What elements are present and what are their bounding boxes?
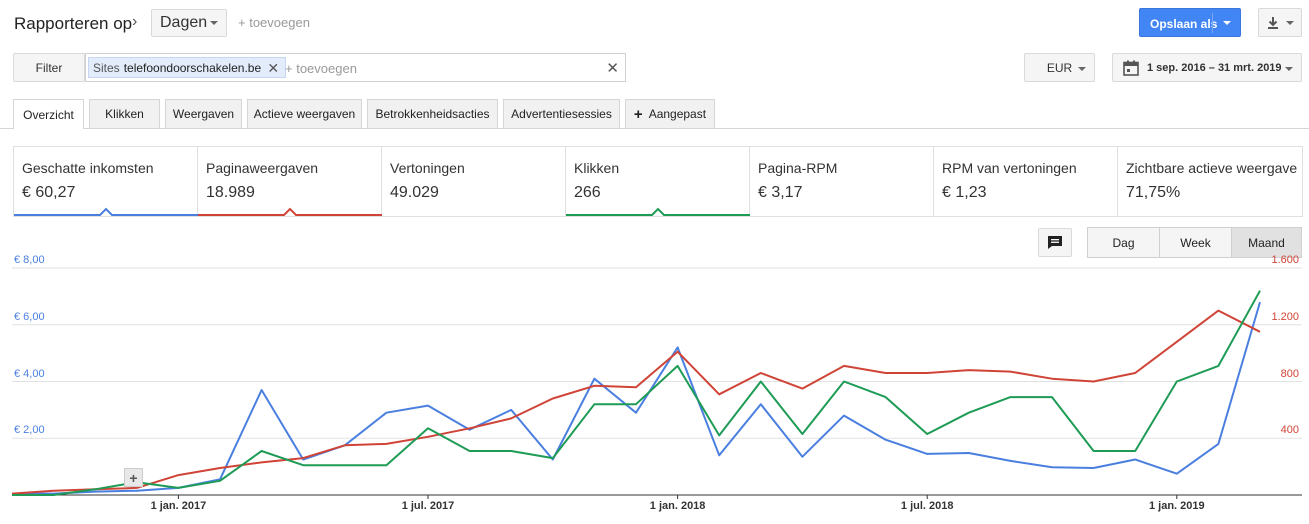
- tab-aangepast-label: Aangepast: [648, 107, 707, 121]
- y-right-tick: 400: [1280, 424, 1299, 437]
- metric-value: 266: [574, 184, 601, 201]
- download-icon: [1268, 16, 1278, 29]
- metric-value: 49.029: [390, 184, 439, 201]
- metric-label: Pagina-RPM: [758, 160, 838, 176]
- series-line-clicks: [12, 290, 1261, 496]
- series-line-pageviews: [11, 309, 1261, 495]
- metric-geschatte-inkomsten[interactable]: Geschatte inkomsten € 60,27: [14, 147, 198, 216]
- filter-chip-value: telefoondoorschakelen.be: [123, 60, 262, 75]
- date-range-label: 1 sep. 2016 – 31 mrt. 2019: [1147, 61, 1282, 74]
- metric-value: 71,75%: [1126, 184, 1181, 201]
- metric-label: Klikken: [574, 160, 620, 176]
- metric-paginaweergaven[interactable]: Paginaweergaven 18.989: [198, 147, 382, 216]
- y-left-tick: € 4,00: [14, 367, 45, 380]
- y-right-tick: 800: [1280, 367, 1299, 380]
- filter-button[interactable]: Filter: [13, 53, 85, 82]
- add-annotation-marker[interactable]: +: [124, 468, 143, 487]
- metric-rpm-vertoningen[interactable]: RPM van vertoningen € 1,23: [934, 147, 1118, 216]
- metric-value: 18.989: [206, 184, 255, 201]
- y-left-tick: € 8,00: [14, 254, 45, 266]
- currency-dropdown[interactable]: EUR: [1024, 53, 1095, 82]
- dimension-dropdown[interactable]: Dagen: [151, 9, 227, 37]
- metric-label: Zichtbare actieve weergave: [1126, 160, 1298, 176]
- filter-chip: Sites telefoondoorschakelen.be ✕: [88, 57, 287, 78]
- metric-vertoningen[interactable]: Vertoningen 49.029: [382, 147, 566, 216]
- dimension-label: Dagen: [160, 14, 208, 31]
- tab-overzicht[interactable]: Overzicht: [13, 99, 84, 129]
- report-title: Rapporteren op: [14, 14, 133, 33]
- chevron-down-icon: [1223, 21, 1231, 25]
- x-axis-tick: 1 jul. 2018: [900, 500, 954, 512]
- metric-pagina-rpm[interactable]: Pagina-RPM € 3,17: [750, 147, 934, 216]
- tab-actieve-weergaven[interactable]: Actieve weergaven: [247, 99, 362, 128]
- annotation-button[interactable]: [1038, 228, 1072, 257]
- x-axis-tick: 1 jul. 2017: [401, 500, 455, 512]
- add-dimension-link[interactable]: + toevoegen: [238, 15, 310, 30]
- metric-indicator: [198, 207, 382, 216]
- y-left-tick: € 6,00: [14, 310, 45, 323]
- clear-filter-icon[interactable]: ✕: [606, 60, 619, 77]
- y-right-tick: 1.200: [1271, 310, 1299, 323]
- save-as-button[interactable]: Opslaan als: [1139, 8, 1241, 37]
- chevron-down-icon: [1285, 67, 1293, 71]
- tab-weergaven[interactable]: Weergaven: [165, 99, 242, 128]
- calendar-icon: [1123, 60, 1139, 76]
- tab-betrokkenheidsacties[interactable]: Betrokkenheidsacties: [367, 99, 498, 128]
- chevron-down-icon: [210, 21, 218, 25]
- x-axis-tick: 1 jan. 2019: [1148, 500, 1205, 512]
- metric-label: Paginaweergaven: [206, 160, 319, 176]
- filter-chip-prefix: Sites: [93, 60, 120, 75]
- metric-zichtbare-actieve-weergave[interactable]: Zichtbare actieve weergave 71,75%: [1118, 147, 1302, 216]
- date-range-picker[interactable]: 1 sep. 2016 – 31 mrt. 2019: [1112, 53, 1302, 82]
- metric-label: Geschatte inkomsten: [22, 160, 154, 176]
- metric-indicator: [566, 207, 750, 216]
- filter-input-box[interactable]: Sites telefoondoorschakelen.be ✕ + toevo…: [85, 53, 626, 82]
- x-axis-tick: 1 jan. 2018: [649, 500, 706, 512]
- metric-value: € 60,27: [22, 184, 76, 201]
- metric-value: € 3,17: [758, 184, 803, 201]
- download-button[interactable]: [1258, 8, 1302, 37]
- metric-label: RPM van vertoningen: [942, 160, 1077, 176]
- series-line-revenue: [12, 301, 1261, 495]
- tab-aangepast[interactable]: + Aangepast: [625, 99, 715, 128]
- chevron-down-icon: [1286, 20, 1294, 25]
- granularity-maand[interactable]: Maand: [1231, 227, 1302, 258]
- chevron-right-icon: ›: [132, 13, 138, 30]
- y-left-tick: € 2,00: [14, 424, 45, 437]
- x-axis-tick: 1 jan. 2017: [150, 500, 207, 512]
- y-right-tick: 1.600: [1271, 254, 1299, 266]
- plus-icon: +: [633, 105, 643, 123]
- tab-klikken[interactable]: Klikken: [89, 99, 160, 128]
- granularity-dag[interactable]: Dag: [1087, 227, 1160, 258]
- close-icon[interactable]: ✕: [267, 60, 280, 76]
- granularity-week[interactable]: Week: [1159, 227, 1232, 258]
- filter-add-placeholder[interactable]: + toevoegen: [285, 61, 357, 76]
- currency-label: EUR: [1046, 60, 1073, 75]
- metric-value: € 1,23: [942, 184, 987, 201]
- metric-indicator: [14, 207, 198, 216]
- save-as-label: Opslaan als: [1150, 17, 1218, 31]
- metric-label: Vertoningen: [390, 160, 465, 176]
- metric-klikken[interactable]: Klikken 266: [566, 147, 750, 216]
- chevron-down-icon: [1078, 67, 1086, 71]
- tab-advertentiesessies[interactable]: Advertentiesessies: [503, 99, 620, 128]
- comment-icon: [1048, 236, 1062, 249]
